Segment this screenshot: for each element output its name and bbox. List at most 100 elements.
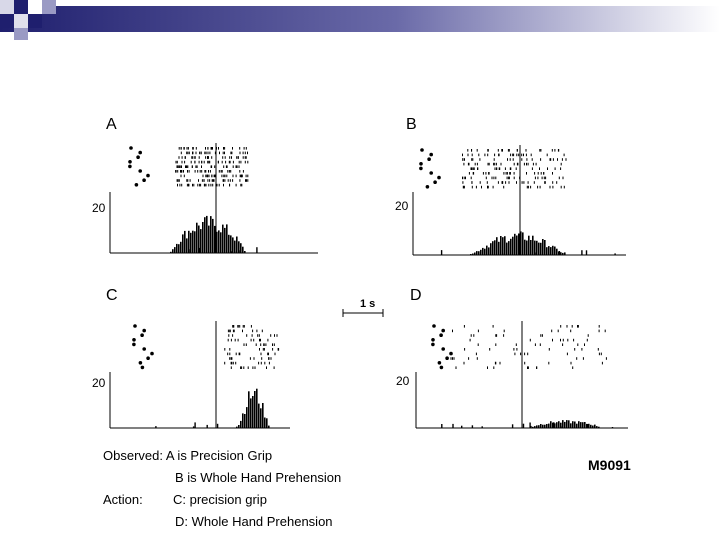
- raster-tick: [571, 325, 573, 328]
- trial-marker: [140, 365, 145, 370]
- raster-tick: [205, 174, 207, 178]
- trial-marker: [432, 324, 436, 328]
- histogram-bar: [492, 241, 494, 255]
- raster-tick: [241, 174, 243, 178]
- raster-tick: [181, 156, 183, 159]
- histogram-bar: [526, 240, 528, 255]
- axis-value-d: 20: [396, 374, 410, 388]
- raster-tick: [496, 167, 498, 170]
- raster-tick: [191, 156, 193, 159]
- trial-marker: [136, 155, 140, 159]
- raster-tick: [556, 181, 558, 184]
- trial-marker: [132, 338, 136, 342]
- raster-tick: [523, 181, 525, 184]
- raster-tick: [581, 348, 583, 351]
- raster-tick: [521, 181, 523, 184]
- raster-tick: [239, 147, 241, 150]
- trial-marker: [437, 175, 441, 180]
- histogram-bar: [252, 396, 254, 428]
- histogram-bar: [170, 251, 172, 253]
- histogram-bar: [200, 229, 202, 253]
- raster-tick: [199, 151, 201, 155]
- raster-tick: [247, 151, 248, 155]
- raster-tick: [551, 329, 553, 333]
- scale-bar-label: 1 s: [360, 298, 376, 310]
- raster-tick: [221, 160, 223, 164]
- raster-tick: [566, 325, 568, 328]
- raster-tick: [492, 325, 494, 328]
- raster-tick: [231, 156, 232, 159]
- raster-tick: [485, 172, 487, 175]
- raster-tick: [506, 176, 508, 180]
- trial-marker: [140, 333, 144, 338]
- trial-marker: [146, 356, 150, 361]
- raster-tick: [541, 334, 543, 337]
- raster-tick: [251, 334, 253, 337]
- raster-tick: [202, 174, 204, 178]
- histogram-bar: [562, 420, 564, 428]
- raster-tick: [227, 179, 229, 182]
- raster-tick: [463, 325, 465, 328]
- raster-tick: [566, 352, 568, 356]
- raster-tick: [539, 185, 541, 189]
- raster-tick: [233, 329, 235, 333]
- raster-tick: [222, 151, 224, 155]
- raster-tick: [178, 165, 180, 168]
- raster-tick: [521, 158, 523, 161]
- raster-tick: [242, 325, 244, 328]
- histogram-bar: [564, 252, 566, 255]
- raster-tick: [473, 334, 475, 337]
- raster-tick: [471, 181, 473, 184]
- raster-tick: [218, 147, 219, 150]
- raster-tick: [493, 176, 495, 180]
- raster-tick: [215, 183, 217, 187]
- raster-tick: [213, 174, 215, 178]
- raster-tick: [227, 170, 229, 173]
- raster-tick: [223, 147, 224, 150]
- raster-tick: [487, 153, 489, 157]
- raster-tick: [236, 156, 238, 159]
- raster-tick: [205, 147, 206, 150]
- raster-tick: [239, 352, 241, 356]
- raster-tick: [495, 162, 497, 166]
- trial-marker: [142, 347, 146, 351]
- raster-tick: [516, 162, 518, 166]
- raster-tick: [243, 343, 245, 346]
- histogram-bar: [192, 426, 195, 428]
- raster-tick: [228, 160, 230, 164]
- trial-marker: [129, 146, 133, 150]
- raster-tick: [179, 183, 181, 187]
- raster-tick: [214, 165, 216, 168]
- raster-tick: [224, 147, 226, 150]
- raster-tick: [452, 357, 453, 360]
- raster-tick: [243, 325, 245, 328]
- raster-tick: [557, 158, 558, 161]
- raster-tick: [468, 172, 470, 175]
- raster-tick: [209, 151, 211, 155]
- histogram-bar: [550, 247, 552, 255]
- header-band: [0, 0, 720, 40]
- raster-tick: [465, 176, 466, 180]
- histogram-bar: [553, 422, 555, 428]
- raster-tick: [462, 185, 464, 189]
- raster-tick: [237, 156, 239, 159]
- raster-tick: [539, 167, 540, 170]
- raster-tick: [214, 151, 216, 155]
- raster-tick: [232, 325, 234, 328]
- raster-tick: [533, 181, 535, 184]
- raster-tick: [515, 343, 517, 346]
- raster-tick: [272, 348, 274, 351]
- raster-tick: [268, 352, 269, 356]
- raster-tick: [249, 357, 251, 360]
- raster-tick: [245, 343, 247, 346]
- histogram-bar: [216, 423, 219, 428]
- raster-tick: [261, 357, 263, 360]
- raster-tick: [221, 174, 223, 178]
- raster-tick: [217, 160, 219, 164]
- raster-tick: [504, 167, 506, 170]
- trial-marker: [433, 180, 437, 184]
- raster-tick: [246, 179, 247, 182]
- raster-tick: [211, 174, 213, 178]
- histogram-bar: [552, 245, 554, 255]
- raster-tick: [208, 170, 209, 173]
